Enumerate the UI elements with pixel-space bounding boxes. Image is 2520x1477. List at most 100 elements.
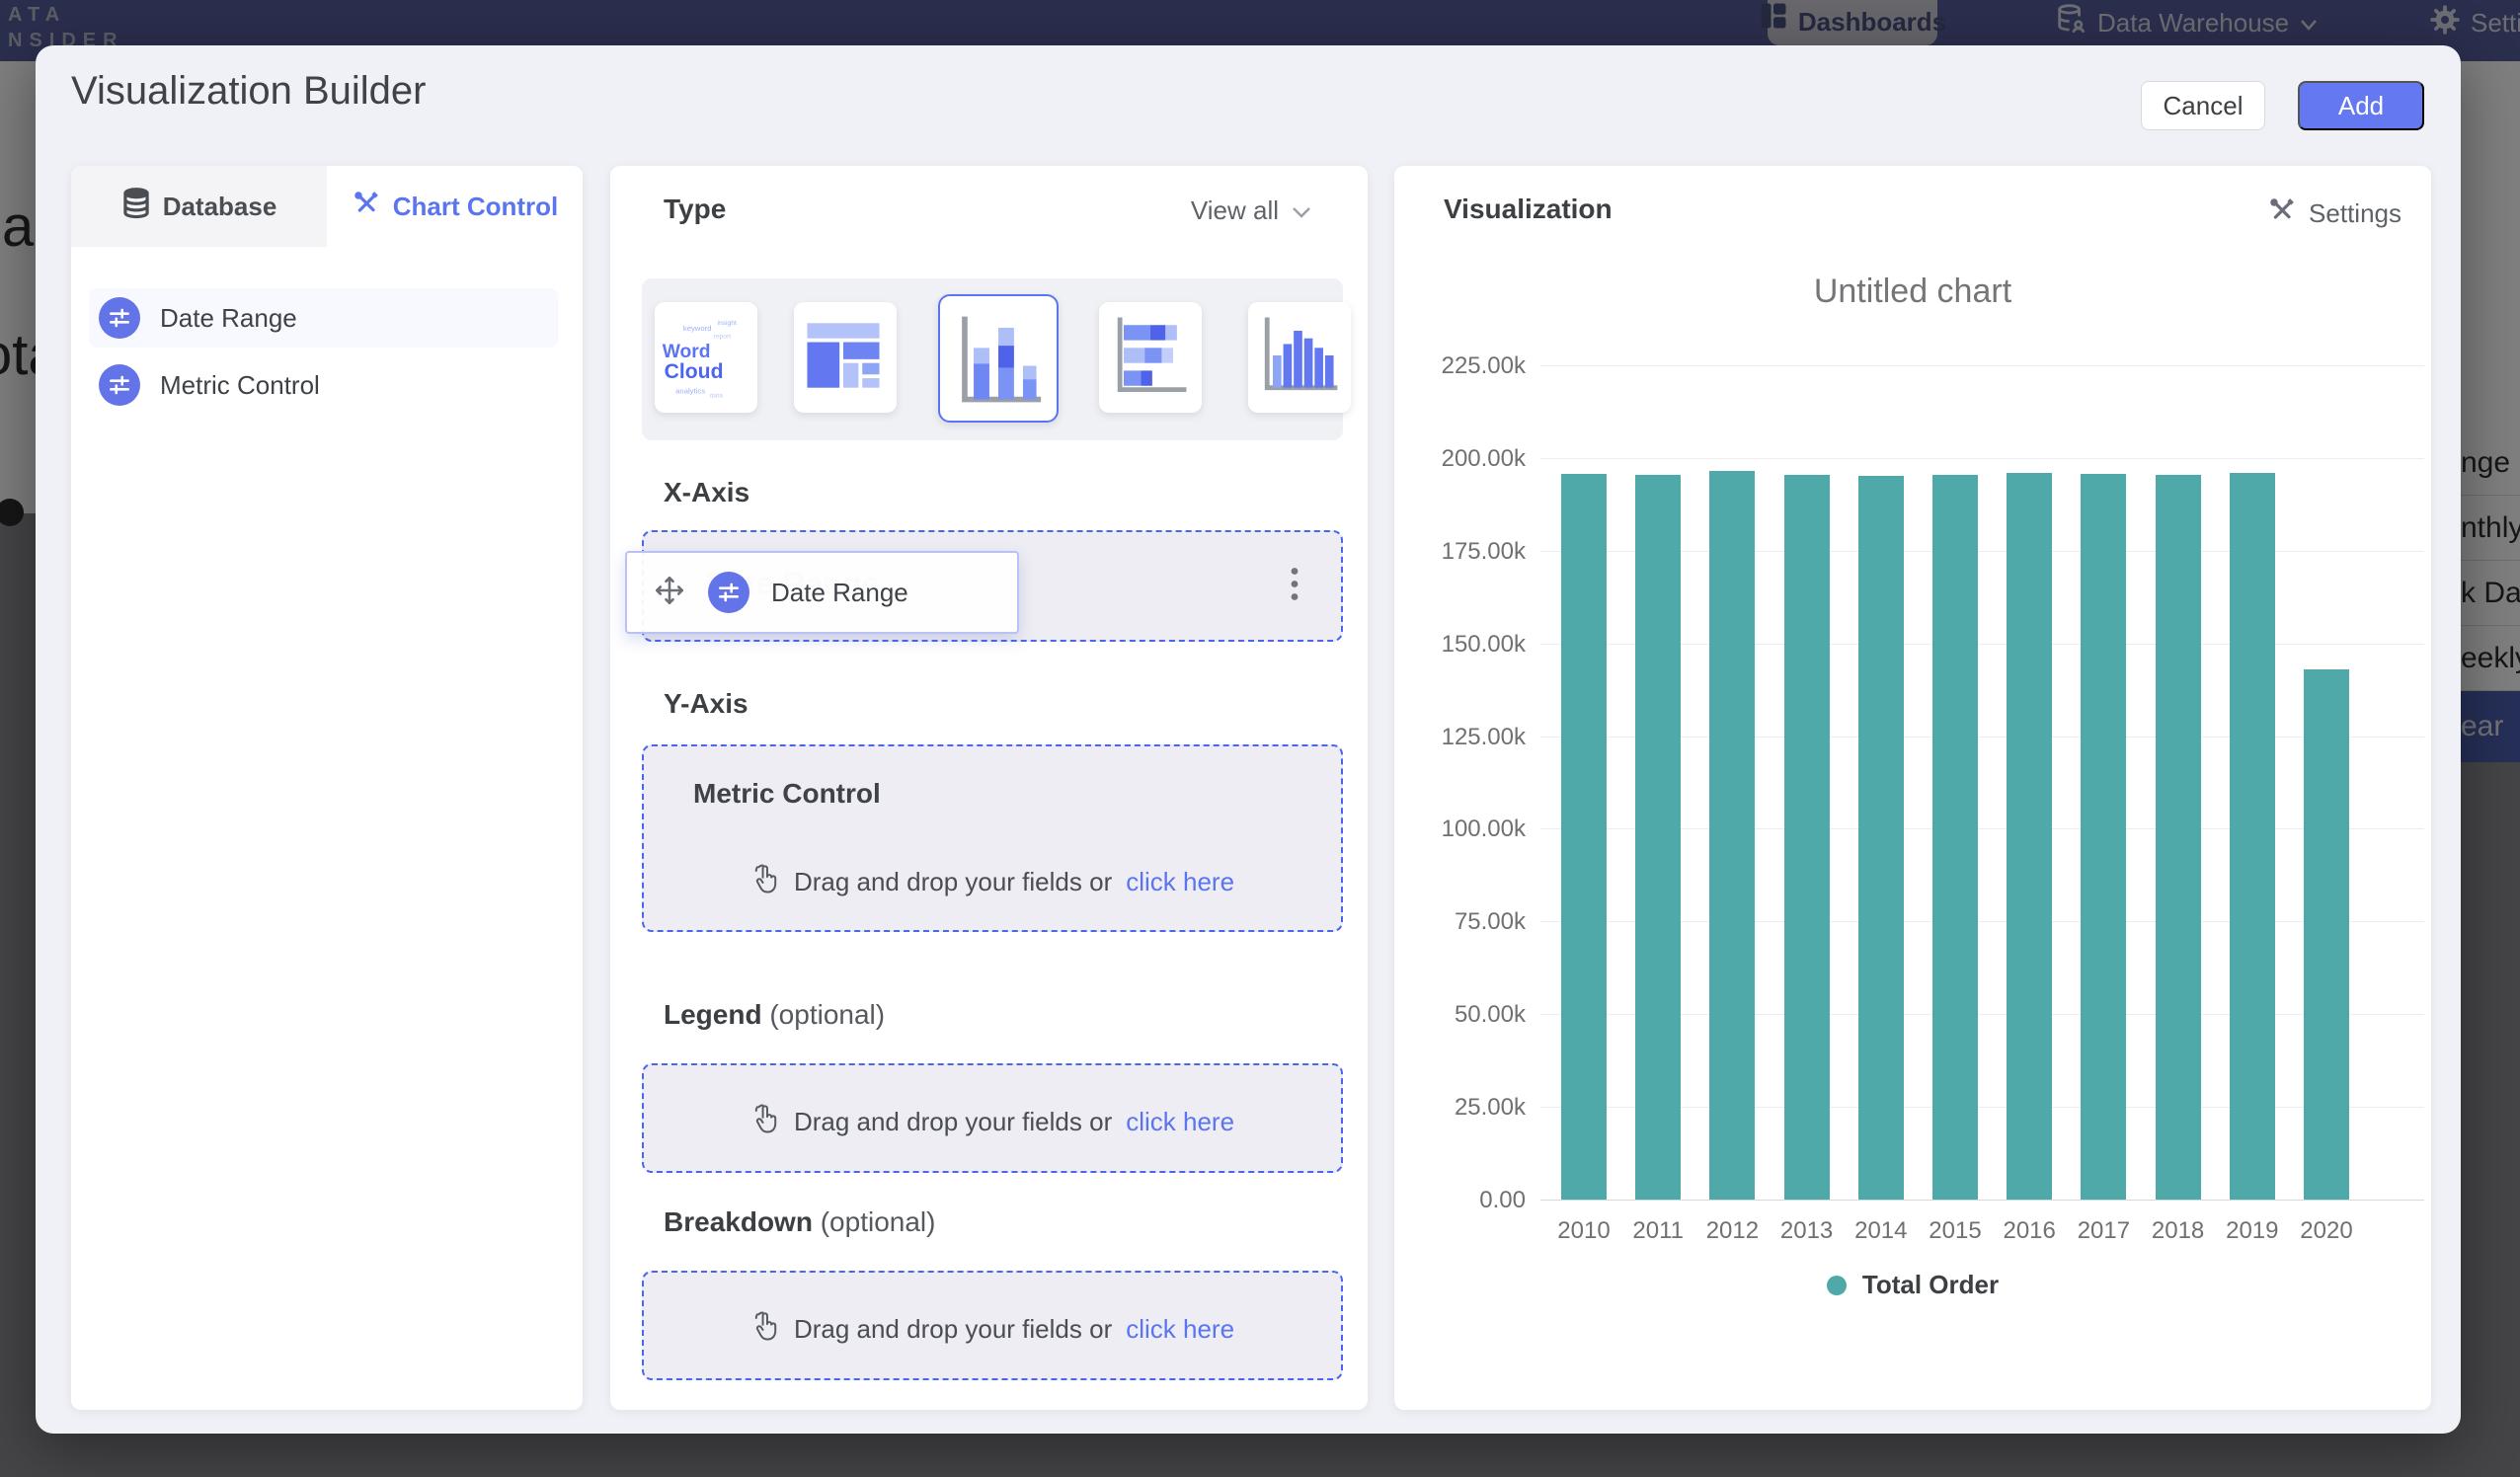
x-axis-tick-label: 2012 (1705, 1217, 1760, 1244)
svg-text:analytics: analytics (675, 386, 705, 395)
tab-database[interactable]: Database (71, 166, 327, 247)
y-axis-tick-label: 0.00 (1479, 1187, 1526, 1213)
bar-2017 (2081, 474, 2127, 1200)
svg-text:Word: Word (663, 342, 711, 362)
x-axis-tick-label: 2017 (2077, 1217, 2131, 1244)
sliders-icon (99, 297, 140, 339)
tab-label: Database (162, 191, 277, 221)
chart-type-stacked-column[interactable] (938, 294, 1059, 423)
date-range-chip[interactable]: Date Range (625, 551, 1019, 634)
svg-text:insight: insight (717, 320, 737, 327)
view-all-label: View all (1190, 195, 1279, 225)
y-axis-heading: Y-Axis (664, 688, 748, 719)
x-axis-dropzone[interactable]: Date Range (625, 530, 1343, 642)
chart-type-treemap[interactable] (794, 302, 897, 413)
gridline (1540, 1014, 2424, 1016)
gridline (1540, 736, 2424, 738)
svg-text:data: data (710, 392, 723, 399)
y-axis-tick-label: 75.00k (1454, 908, 1526, 936)
x-axis-tick-label: 2019 (2226, 1217, 2279, 1244)
y-axis-tick-label: 150.00k (1441, 630, 1526, 658)
click-here-link[interactable]: click here (1126, 1107, 1235, 1136)
kebab-menu-icon[interactable] (1284, 559, 1305, 613)
hand-pointer-icon (750, 1310, 780, 1349)
chevron-down-icon (1291, 195, 1312, 226)
legend-label: Total Order (1861, 1270, 2000, 1299)
gridline (1540, 1107, 2424, 1109)
svg-text:report: report (714, 334, 732, 341)
x-axis-tick-label: 2010 (1557, 1217, 1611, 1244)
chip-label: Date Range (771, 577, 908, 607)
bar-2016 (2007, 472, 2053, 1200)
chart-type-word-cloud[interactable]: keyword report Word Cloud analytics data… (655, 302, 757, 413)
y-axis-tick-label: 175.00k (1441, 537, 1526, 565)
y-axis-tick-label: 200.00k (1441, 444, 1526, 472)
legend-heading: Legend (optional) (664, 999, 886, 1030)
y-axis-tick-label: 100.00k (1441, 816, 1526, 843)
bar-2011 (1635, 475, 1682, 1200)
bar-2014 (1857, 475, 1904, 1200)
tools-icon (352, 189, 381, 225)
hand-pointer-icon (750, 863, 780, 901)
sliders-icon (99, 364, 140, 406)
chart-type-column[interactable] (1248, 302, 1351, 413)
modal-title: Visualization Builder (71, 69, 427, 113)
gridline (1540, 365, 2424, 366)
x-axis-tick-label: 2020 (2300, 1217, 2353, 1244)
fields-panel: Database Chart Control (71, 166, 583, 1410)
y-axis-tick-label: 25.00k (1454, 1094, 1526, 1122)
chart-type-stacked-bar[interactable] (1099, 302, 1202, 413)
bar-2020 (2304, 668, 2349, 1200)
click-here-link[interactable]: click here (1126, 867, 1235, 896)
field-label: Date Range (160, 302, 297, 333)
breakdown-heading: Breakdown (optional) (664, 1206, 936, 1237)
drop-text: Drag and drop your fields or (793, 867, 1113, 896)
field-label: Metric Control (160, 369, 320, 400)
chart-type-strip: keyword report Word Cloud analytics data… (642, 278, 1351, 440)
bar-2010 (1561, 474, 1607, 1200)
y-axis-dropzone[interactable]: Metric Control Drag and drop your fields… (642, 744, 1343, 932)
bar-2019 (2229, 472, 2275, 1200)
x-axis-tick-label: 2011 (1632, 1217, 1684, 1244)
x-axis-tick-label: 2013 (1779, 1217, 1834, 1244)
breakdown-dropzone[interactable]: Drag and drop your fields or click here (642, 1271, 1343, 1380)
bar-2013 (1783, 474, 1830, 1200)
x-axis-tick-label: 2016 (2003, 1217, 2056, 1244)
move-icon (653, 574, 686, 612)
sliders-icon (708, 572, 749, 613)
gridline (1540, 457, 2424, 459)
drop-text: Drag and drop your fields or (793, 1314, 1113, 1344)
add-button[interactable]: Add (2298, 81, 2424, 130)
field-item-date-range[interactable]: Date Range (89, 288, 558, 348)
tools-icon (2267, 195, 2297, 232)
cancel-button[interactable]: Cancel (2141, 81, 2265, 130)
chart-legend: Total Order (1394, 1270, 2431, 1300)
svg-text:Cloud: Cloud (665, 360, 724, 383)
tab-chart-control[interactable]: Chart Control (327, 166, 583, 247)
y-axis-tick-label: 125.00k (1441, 723, 1526, 750)
gridline (1540, 921, 2424, 923)
chart-title: Untitled chart (1813, 272, 2012, 310)
settings-button[interactable]: Settings (2267, 195, 2402, 232)
settings-label: Settings (2309, 198, 2402, 228)
gridline (1540, 828, 2424, 830)
tab-label: Chart Control (392, 191, 559, 221)
x-axis-tick-label: 2014 (1854, 1217, 1908, 1244)
visualization-panel: Visualization Settings Untitled chart 22… (1394, 166, 2431, 1410)
gridline (1540, 643, 2424, 645)
field-item-metric-control[interactable]: Metric Control (89, 355, 558, 415)
x-axis-heading: X-Axis (664, 477, 750, 507)
drop-text: Drag and drop your fields or (793, 1107, 1113, 1136)
bar-2018 (2155, 475, 2201, 1200)
type-heading: Type (664, 194, 727, 224)
visualization-heading: Visualization (1444, 194, 1613, 224)
bar-2015 (1932, 474, 1978, 1200)
view-all-button[interactable]: View all (1191, 195, 1312, 226)
gridline (1540, 550, 2424, 552)
click-here-link[interactable]: click here (1126, 1314, 1235, 1344)
y-axis-tick-label: 50.00k (1454, 1001, 1526, 1029)
gridline (1540, 1200, 2424, 1201)
x-axis-tick-label: 2018 (2151, 1217, 2205, 1244)
legend-dropzone[interactable]: Drag and drop your fields or click here (642, 1063, 1343, 1173)
